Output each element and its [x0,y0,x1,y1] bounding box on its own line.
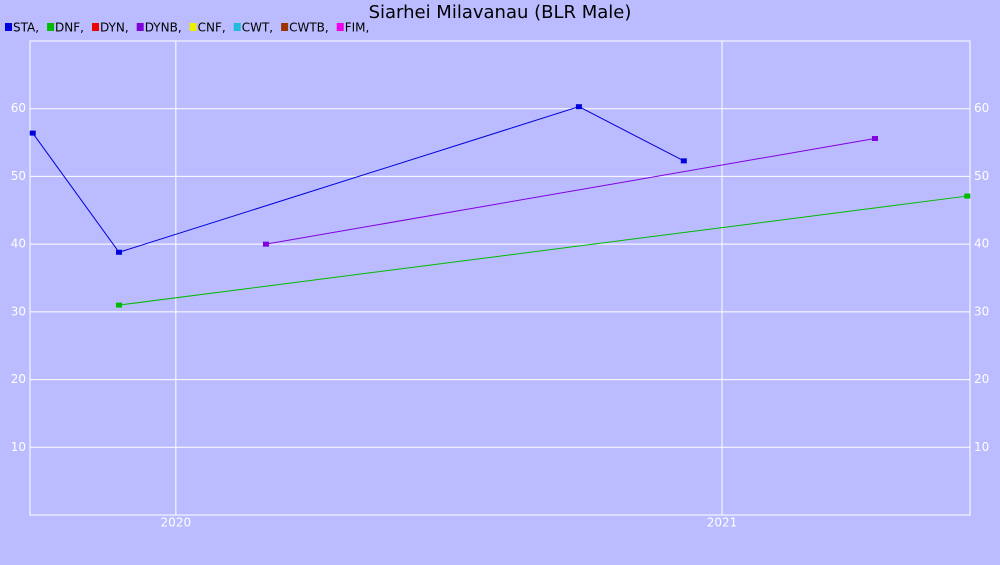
legend-swatch [91,23,99,31]
legend-label: CWTB, [289,21,329,35]
legend-swatch [47,23,55,31]
legend-swatch [336,23,344,31]
data-point [116,302,123,308]
y-tick-label-right: 40 [974,237,989,251]
y-tick-label-right: 50 [974,169,989,183]
plot-frame [29,40,971,516]
y-tick-label: 20 [11,372,26,386]
y-tick-label: 50 [11,169,26,183]
data-point [116,249,123,255]
data-point [871,136,878,142]
legend-label: CWT, [242,21,273,35]
legend-label: DYNB, [145,21,182,35]
y-tick-label-right: 20 [974,372,989,386]
y-tick-label: 40 [11,237,26,251]
y-tick-label-right: 60 [974,101,989,115]
y-tick-label: 10 [11,440,26,454]
x-tick-label: 2020 [161,516,192,530]
data-point [29,130,36,136]
legend-swatch [136,23,144,31]
data-point [680,158,687,164]
legend-swatch [233,23,241,31]
legend-label: DYN, [100,21,129,35]
data-point [964,193,971,199]
legend-label: CNF, [198,21,226,35]
x-tick-label: 2021 [707,516,738,530]
y-tick-label-right: 10 [974,440,989,454]
y-tick-label: 30 [11,304,26,318]
series-line [265,138,876,245]
y-tick-label-right: 30 [974,304,989,318]
legend-swatch [281,23,289,31]
legend-label: STA, [13,21,39,35]
y-tick-label: 60 [11,101,26,115]
series-line [118,195,968,306]
data-point [262,241,269,247]
data-point [575,104,582,110]
legend-label: FIM, [345,21,370,35]
chart-title: Siarhei Milavanau (BLR Male) [369,2,632,23]
legend-swatch [189,23,197,31]
legend-label: DNF, [55,21,84,35]
legend-swatch [5,23,12,31]
series-line [32,106,685,253]
